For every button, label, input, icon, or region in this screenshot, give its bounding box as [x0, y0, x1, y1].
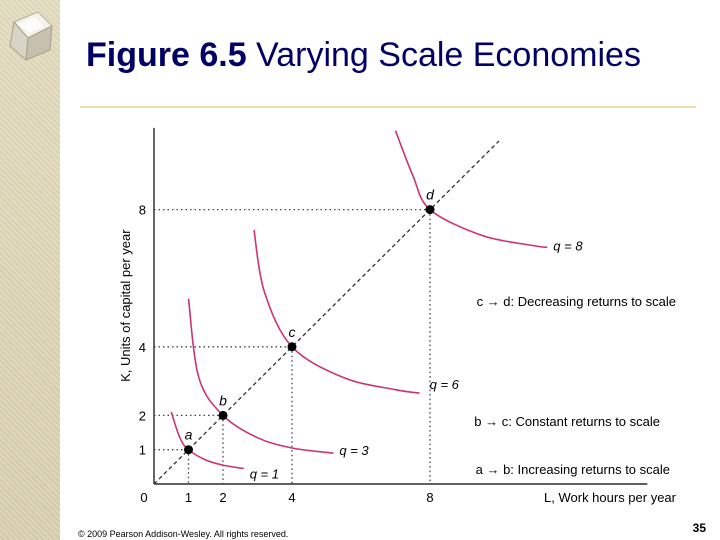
point-c [287, 342, 297, 352]
annotation-constant-returns: b → c: Constant returns to scale [474, 414, 660, 429]
y-tick-label: 2 [139, 408, 146, 423]
isoquant-label-4: q = 8 [553, 238, 583, 253]
title-divider [80, 106, 696, 108]
expansion-path-line [153, 140, 500, 485]
points: a b c d [184, 187, 435, 455]
annotation-increasing-returns: a → b: Increasing returns to scale [476, 462, 670, 477]
y-axis-label: K, Units of capital per year [118, 229, 133, 382]
figure-title: Varying Scale Economies [246, 36, 641, 74]
point-label-b: b [219, 392, 227, 408]
isoquant-label-1: q = 1 [250, 467, 279, 482]
slide-title: Figure 6.5 Varying Scale Economies [86, 36, 641, 75]
annotation-decreasing-returns: c → d: Decreasing returns to scale [477, 294, 676, 309]
point-b [218, 410, 228, 420]
x-tick-label: 1 [185, 490, 192, 505]
isoquant-curve-1 [170, 411, 244, 470]
x-tick-label: 2 [219, 490, 226, 505]
isoquant-label-2: q = 3 [339, 443, 369, 458]
glass-cube-icon [9, 11, 53, 62]
isoquant-label-3: q = 6 [430, 377, 460, 392]
y-tick-label: 1 [139, 443, 146, 458]
guide-lines [154, 208, 431, 484]
point-d [425, 205, 435, 215]
point-label-a: a [185, 427, 193, 443]
isoquant-curve-3 [253, 230, 420, 394]
decorative-sidebar [0, 0, 60, 540]
point-label-d: d [426, 187, 435, 203]
isoquant-curve-4 [394, 130, 548, 249]
axes [153, 127, 648, 485]
y-tick-label: 4 [139, 340, 146, 355]
origin-label: 0 [140, 490, 147, 505]
page-number: 35 [692, 521, 706, 535]
sidebar-texture [0, 0, 60, 540]
y-tick-label: 8 [139, 203, 146, 218]
point-a [184, 445, 193, 455]
figure-number: Figure 6.5 [86, 36, 247, 74]
x-tick-label: 8 [426, 490, 433, 505]
isoquant-curves [170, 130, 548, 470]
isoquant-curve-2 [187, 298, 334, 454]
point-label-c: c [289, 324, 296, 340]
x-axis-label: L, Work hours per year [544, 490, 677, 505]
copyright-footer: © 2009 Pearson Addison-Wesley. All right… [78, 529, 289, 539]
isoquant-labels: q = 1 q = 3 q = 6 q = 8 [250, 238, 584, 481]
x-tick-label: 4 [288, 490, 295, 505]
